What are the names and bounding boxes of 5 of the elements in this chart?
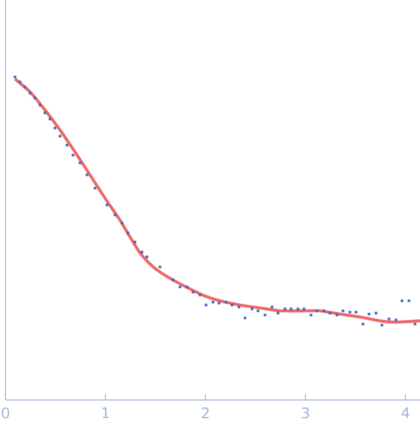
x-tick-label: 1 [102,407,109,418]
x-tick-label: 3 [302,407,309,418]
x-tick-label: 2 [202,407,209,418]
x-tick-label: 4 [402,407,410,418]
x-tick-label: 0 [2,407,10,418]
